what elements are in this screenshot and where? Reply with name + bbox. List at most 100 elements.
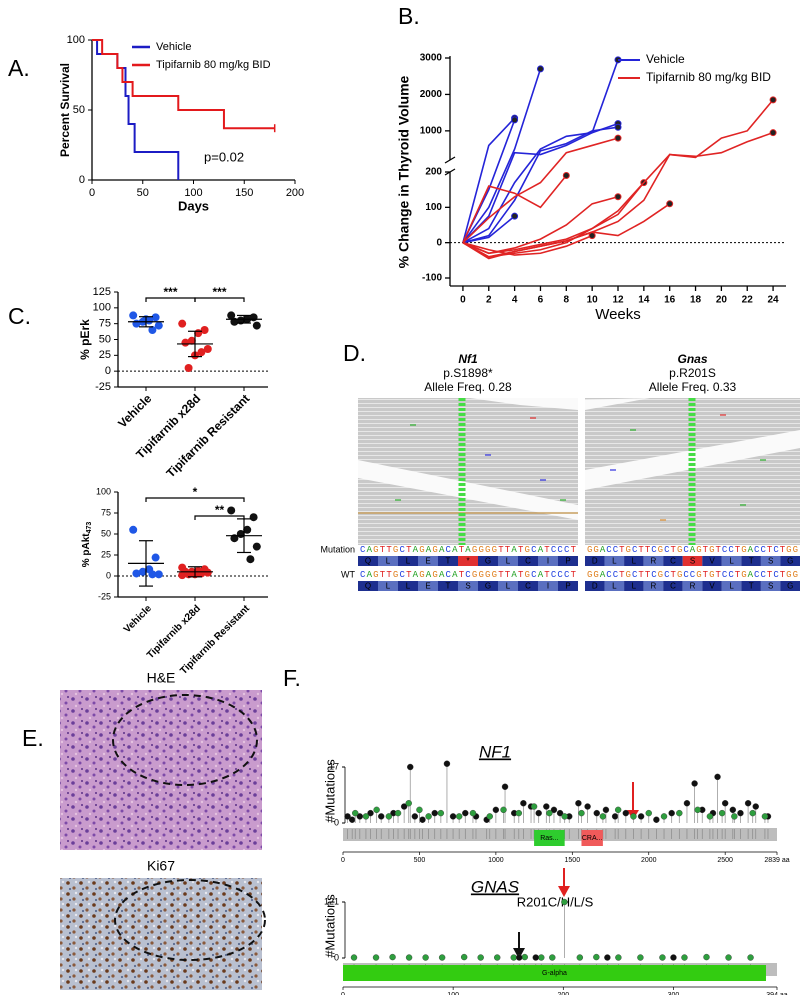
y-axis-label-text: % pAkt (81, 533, 92, 568)
data-point (203, 345, 212, 353)
sequence: GGACCTGCTTCGCTGCCGTGTCCTGACCTCTGG (587, 570, 798, 580)
amino-acid: R (651, 582, 657, 591)
lollipop-head (516, 954, 523, 961)
lollipop-head (501, 783, 509, 790)
y-axis-label: Percent Survival (58, 63, 72, 157)
amino-acid: P (565, 582, 570, 591)
y-tick-label: 75 (99, 318, 111, 330)
y-tick-label: 0 (334, 952, 339, 962)
lollipop-head (593, 809, 600, 817)
lollipop-head (703, 953, 710, 961)
y-tick-label: 75 (101, 507, 111, 517)
data-point (187, 336, 196, 345)
legend-label: Vehicle (156, 41, 191, 53)
amino-acid-box (558, 581, 578, 591)
y-tick-label: -100 (422, 273, 442, 284)
lollipop-head (668, 809, 675, 817)
end-point (666, 200, 674, 208)
panel-label: A. (8, 55, 30, 81)
lollipop-head (373, 806, 380, 814)
significance-label: *** (212, 285, 226, 299)
amino-acid-box (498, 581, 518, 591)
lollipop-head (681, 954, 688, 961)
lollipop-head (389, 953, 396, 961)
end-point (562, 172, 570, 180)
y-tick-label: -25 (95, 381, 111, 393)
y-tick-label: 17 (329, 761, 339, 771)
amino-acid-box (663, 556, 683, 566)
amino-acid-box (418, 556, 438, 566)
lollipop-head (500, 806, 507, 814)
y-axis-label-sub: 473 (86, 522, 93, 534)
significance-bracket (145, 497, 245, 502)
y-axis-label: % pAkt473 (81, 522, 93, 568)
panel-label: F. (283, 665, 301, 691)
y-tick-label: -25 (98, 591, 111, 601)
amino-acid-box (478, 556, 498, 566)
y-tick-label: 50 (73, 104, 85, 116)
image-label: H&E (147, 670, 176, 686)
lollipop-head (344, 813, 351, 820)
lollipop-head (556, 809, 564, 817)
lollipop-head (532, 954, 539, 961)
amino-acid: C (525, 582, 531, 591)
lollipop-head (407, 763, 414, 771)
lollipop-head (400, 803, 408, 810)
amino-acid-box (438, 556, 458, 566)
lollipop-head (535, 809, 542, 817)
amino-acid-box (518, 581, 538, 591)
x-tick-label: 100 (184, 187, 202, 199)
lollipop-head (615, 954, 622, 961)
y-tick-label: 100 (67, 34, 85, 46)
alignment-reads (358, 398, 800, 545)
y-tick-label: 125 (93, 286, 111, 298)
lollipop-head (372, 954, 380, 961)
lollipop-head (584, 803, 591, 810)
gene-name: Gnas (677, 352, 707, 366)
lollipop-head (599, 813, 607, 820)
lollipop-head (611, 813, 619, 820)
x-tick-label: 150 (235, 187, 253, 199)
amino-acid: L (506, 557, 511, 566)
end-point (769, 96, 777, 104)
amino-acid-box (741, 556, 761, 566)
y-tick-label: 100 (93, 302, 111, 314)
end-point (614, 123, 622, 131)
lollipop-head (422, 954, 429, 961)
data-point (197, 348, 206, 357)
data-point (252, 542, 261, 551)
amino-acid: G (485, 557, 491, 566)
data-point (151, 553, 160, 562)
y-tick-label: 2000 (420, 89, 443, 100)
data-point (243, 525, 252, 534)
amino-acid: R (651, 557, 657, 566)
amino-acid: P (565, 557, 570, 566)
lollipop-head (683, 800, 691, 807)
y-tick-label: 3000 (420, 53, 443, 64)
legend-label: Tipifarnib 80 mg/kg BID (646, 70, 771, 84)
y-tick-label: 100 (425, 202, 442, 213)
lollipop-head (561, 898, 568, 906)
lollipop-head (486, 813, 493, 820)
lollipop-head (622, 809, 630, 817)
x-tick-label: 394 aa (766, 992, 788, 995)
row-label: WT (341, 569, 355, 579)
lollipop-head (576, 954, 584, 961)
amino-acid: C (670, 557, 676, 566)
lollipop-head (752, 803, 759, 810)
axis-break (444, 156, 456, 164)
lollipop-head (405, 954, 413, 961)
allele-frequency: Allele Freq. 0.33 (649, 380, 737, 394)
y-tick-label: 50 (101, 528, 111, 538)
region-outline (114, 879, 266, 961)
data-point (148, 326, 157, 334)
lollipop-head (543, 803, 550, 810)
domain-label: Ras... (540, 835, 558, 842)
data-point (138, 567, 147, 576)
lollipop-head (462, 809, 469, 817)
amino-acid: Q (365, 582, 371, 591)
panel-label: E. (22, 725, 44, 751)
lollipop-head (385, 813, 393, 820)
domain-label: CRA... (582, 835, 603, 842)
